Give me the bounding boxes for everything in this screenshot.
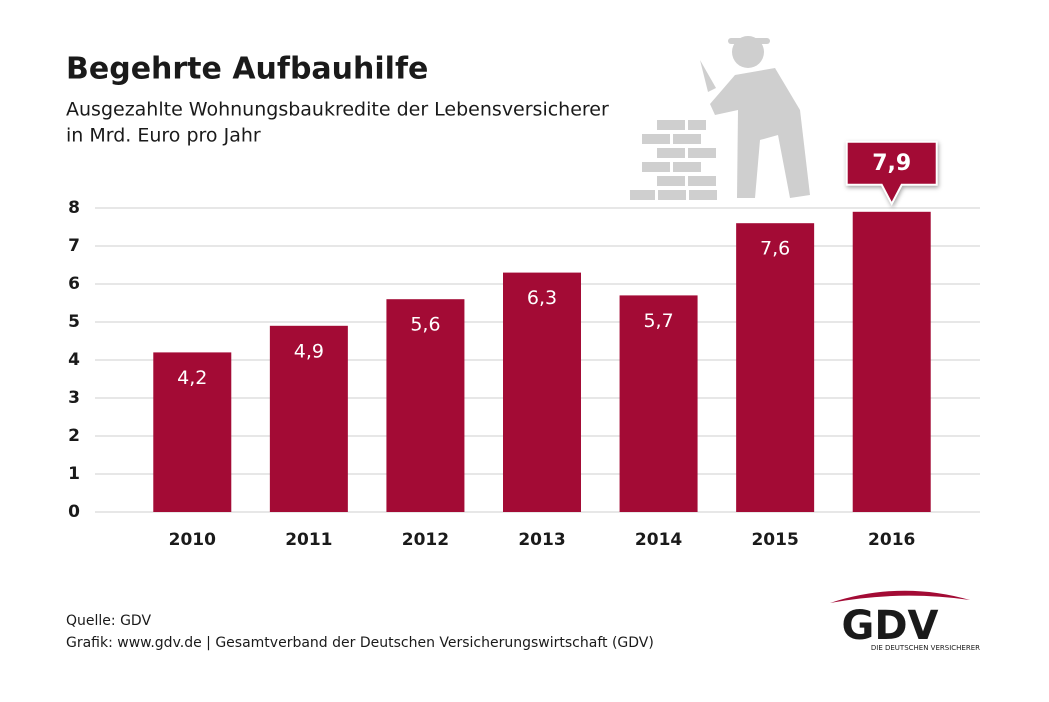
bar bbox=[153, 352, 232, 512]
footer-credit: Grafik: www.gdv.de | Gesamtverband der D… bbox=[66, 635, 654, 651]
x-tick-label: 2015 bbox=[751, 530, 798, 550]
logo-tagline: DIE DEUTSCHEN VERSICHERER bbox=[871, 644, 980, 652]
y-tick-label: 5 bbox=[68, 312, 80, 332]
y-tick-label: 8 bbox=[68, 198, 80, 218]
value-label: 7,6 bbox=[760, 238, 790, 260]
y-tick-label: 1 bbox=[68, 464, 80, 484]
logo-name: GDV bbox=[842, 603, 939, 649]
logo-arc bbox=[830, 590, 970, 603]
worker-icon bbox=[630, 36, 810, 200]
value-label: 5,7 bbox=[643, 310, 673, 332]
bar bbox=[736, 223, 815, 512]
x-tick-label: 2013 bbox=[518, 530, 565, 550]
callout-box bbox=[845, 140, 938, 206]
x-tick-label: 2016 bbox=[868, 530, 915, 550]
x-tick-label: 2010 bbox=[169, 530, 216, 550]
y-tick-label: 6 bbox=[68, 274, 80, 294]
bar bbox=[619, 295, 698, 512]
y-tick-label: 2 bbox=[68, 426, 80, 446]
chart-title: Begehrte Aufbauhilfe bbox=[66, 52, 428, 87]
bar bbox=[386, 299, 465, 512]
x-tick-label: 2011 bbox=[285, 530, 332, 550]
value-label: 5,6 bbox=[410, 314, 440, 336]
value-label: 7,9 bbox=[872, 151, 911, 176]
value-label: 6,3 bbox=[527, 287, 557, 309]
value-label: 4,2 bbox=[177, 367, 207, 389]
bar bbox=[852, 211, 931, 513]
bar bbox=[503, 272, 581, 512]
x-tick-label: 2012 bbox=[402, 530, 449, 550]
chart-subtitle: Ausgezahlte Wohnungsbaukredite der Leben… bbox=[66, 99, 609, 121]
footer-source: Quelle: GDV bbox=[66, 613, 151, 629]
y-tick-label: 7 bbox=[68, 236, 80, 256]
y-tick-label: 0 bbox=[68, 502, 80, 522]
y-tick-label: 3 bbox=[68, 388, 80, 408]
y-tick-label: 4 bbox=[68, 350, 80, 370]
chart-subtitle: in Mrd. Euro pro Jahr bbox=[66, 125, 261, 147]
bar bbox=[269, 325, 348, 512]
value-label: 4,9 bbox=[294, 340, 324, 362]
x-tick-label: 2014 bbox=[635, 530, 682, 550]
